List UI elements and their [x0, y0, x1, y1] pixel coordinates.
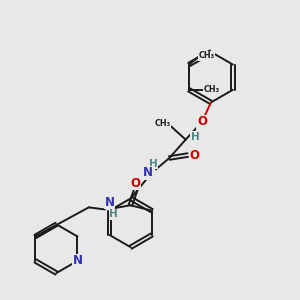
Text: O: O	[197, 115, 207, 128]
Text: N: N	[73, 254, 82, 267]
Text: CH₃: CH₃	[199, 51, 215, 60]
Text: CH₃: CH₃	[154, 119, 170, 128]
Text: N: N	[142, 167, 153, 179]
Text: CH₃: CH₃	[204, 85, 220, 94]
Text: H: H	[148, 159, 157, 169]
Text: O: O	[189, 148, 199, 162]
Text: H: H	[191, 132, 200, 142]
Text: H: H	[110, 209, 118, 219]
Text: N: N	[105, 196, 115, 209]
Text: O: O	[131, 177, 141, 190]
